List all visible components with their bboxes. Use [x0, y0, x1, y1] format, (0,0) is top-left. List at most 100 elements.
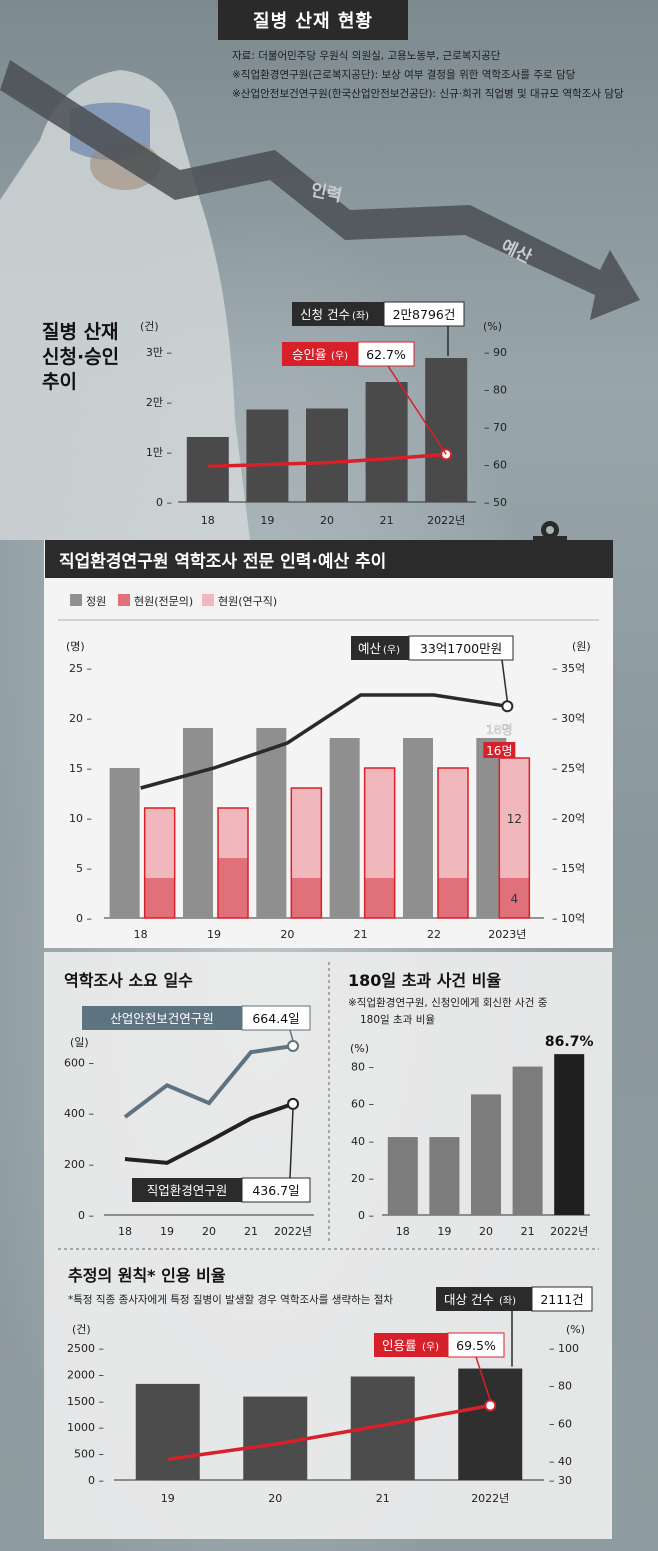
line-acceptance-rate — [167, 1403, 491, 1461]
bar-specialist — [499, 878, 530, 918]
label-current-last-box — [483, 742, 516, 758]
bar-researcher — [144, 808, 175, 878]
y-tick-label: 20 – — [69, 712, 92, 725]
y2-tick-label: – 90 — [484, 346, 507, 359]
panel-title: 직업환경연구원 역학조사 전문 인력·예산 추이 — [45, 540, 613, 578]
bar-quota — [329, 738, 360, 918]
callout-label: 대상 건수 — [444, 1292, 494, 1307]
y2-tick-label: – 30 — [549, 1474, 572, 1487]
label-quota-last: 18명 — [486, 723, 512, 737]
callout-label: 직업환경연구원 — [147, 1183, 228, 1198]
note-line: ※직업환경연구원, 신청인에게 회신한 사건 중 — [348, 996, 548, 1009]
callout-acceptance-box — [374, 1333, 448, 1357]
x-tick-label: 19 — [437, 1225, 451, 1238]
bar-over-180 — [512, 1066, 543, 1215]
y-tick-label: 600 – — [64, 1056, 94, 1069]
callout-applications-value-box — [383, 301, 465, 327]
bar-target-cases — [135, 1383, 200, 1480]
x-tick-label: 2022년 — [427, 514, 465, 527]
title-line: 신청·승인 — [42, 346, 120, 368]
hero-illustration: 인력 예산 — [0, 60, 640, 540]
callout-kosha-value-box — [241, 1005, 311, 1031]
label-researcher-last: 12 — [507, 812, 522, 826]
y-tick-label: 0 – — [78, 1209, 94, 1222]
bar-specialist — [144, 878, 175, 918]
bar-current-outline — [290, 787, 323, 919]
y-tick-label: 2만 – — [146, 396, 172, 409]
line-budget — [140, 693, 508, 790]
callout-approval-value-box — [357, 341, 415, 367]
y-tick-label: 1500 – — [67, 1395, 104, 1408]
line-kosha-days — [123, 1043, 294, 1119]
callout-leader — [289, 1029, 294, 1042]
y2-tick-label: – 80 — [484, 384, 507, 397]
callout-target-box — [436, 1287, 532, 1311]
staff-budget-chart: 정원 현원(전문의) 현원(연구직) (명) (원) 0 – 5 – 10 – 15 – 20 –… — [58, 594, 599, 941]
callout-label: 산업안전보건연구원 — [110, 1011, 214, 1026]
bar-researcher — [291, 788, 322, 878]
callout-budget-value-box — [408, 635, 514, 661]
y-tick-label: 60 – — [351, 1098, 374, 1111]
callout-label: 예산 — [358, 641, 382, 656]
point-last — [287, 1097, 299, 1110]
x-tick-label: 2022년 — [550, 1225, 588, 1238]
x-tick-label: 20 — [268, 1492, 282, 1505]
legend-label: 현원(전문의) — [134, 595, 193, 608]
callout-oeh-box — [132, 1178, 242, 1202]
y2-tick-label: – 30억 — [552, 712, 585, 725]
bar-applications — [365, 382, 408, 502]
y2-tick-label: – 10억 — [552, 912, 585, 925]
y2-tick-label: – 100 — [549, 1342, 579, 1355]
legend-swatch — [70, 594, 82, 606]
y-tick-label: 5 – — [76, 862, 92, 875]
point-budget-last — [501, 700, 514, 713]
bar-over-180 — [471, 1094, 501, 1215]
y2-axis-unit: (%) — [483, 320, 502, 333]
bar-researcher — [218, 808, 248, 858]
bar-applications — [425, 358, 468, 502]
x-tick-label: 18 — [134, 928, 148, 941]
downward-arrow — [0, 60, 640, 320]
chart-title: 추정의 원칙* 인용 비율 — [68, 1266, 226, 1285]
y-tick-label: 0 – — [88, 1474, 104, 1487]
callout-oeh-value-box — [241, 1177, 311, 1203]
bar-specialist — [218, 858, 248, 918]
bar-researcher — [499, 758, 530, 878]
x-tick-label: 21 — [380, 514, 394, 527]
x-tick-label: 19 — [161, 1492, 175, 1505]
y-tick-label: 3만 – — [146, 346, 172, 359]
x-tick-label: 21 — [244, 1225, 258, 1238]
bar-current-outline — [437, 767, 469, 919]
callout-value: 69.5% — [456, 1338, 496, 1353]
callout-leader — [387, 365, 447, 455]
x-tick-label: 19 — [207, 928, 221, 941]
x-tick-label: 18 — [118, 1225, 132, 1238]
note-line: ※산업안전보건연구원(한국산업안전보건공단): 신규·희귀 직업병 및 대규모 … — [232, 88, 624, 100]
y-tick-label: 2000 – — [67, 1368, 104, 1381]
callout-suffix: (우) — [422, 1341, 439, 1353]
callout-leader — [475, 1356, 491, 1401]
callout-label: 인용률 — [382, 1338, 417, 1353]
y-axis-unit: (명) — [66, 640, 85, 653]
callout-acceptance-value-box — [447, 1332, 505, 1358]
callout-leader — [501, 659, 509, 702]
weight-hole — [546, 526, 554, 534]
legend-label: 현원(연구직) — [218, 595, 277, 608]
y-axis-unit: (건) — [140, 320, 159, 333]
y2-tick-label: – 15억 — [552, 862, 585, 875]
bar-over-180 — [429, 1137, 460, 1215]
callout-label: 신청 건수 — [300, 307, 350, 322]
x-tick-label: 19 — [160, 1225, 174, 1238]
x-tick-label: 21 — [354, 928, 368, 941]
callout-suffix: (좌) — [352, 310, 369, 322]
bar-quota — [183, 728, 213, 918]
x-tick-label: 2022년 — [274, 1225, 312, 1238]
x-tick-label: 2022년 — [471, 1492, 509, 1505]
y2-tick-label: – 70 — [484, 421, 507, 434]
x-tick-label: 21 — [521, 1225, 535, 1238]
y-tick-label: 0 – — [358, 1209, 374, 1222]
callout-value: 436.7일 — [252, 1183, 299, 1198]
bar-current-outline — [143, 807, 176, 919]
callout-budget-box — [351, 636, 409, 660]
